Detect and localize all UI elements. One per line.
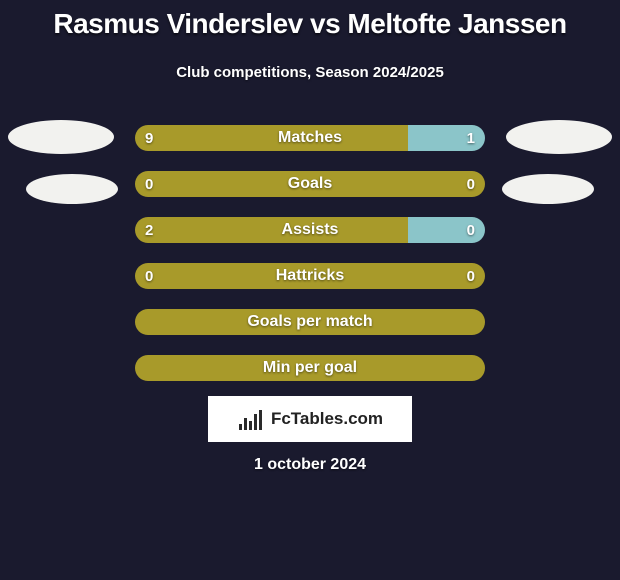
stat-bar-player2 — [408, 125, 485, 151]
stat-row: Goals per match — [135, 309, 485, 335]
stat-bar-player2 — [408, 217, 485, 243]
player2-avatar-placeholder — [506, 120, 612, 154]
stat-bar-player1 — [135, 125, 408, 151]
stat-row: Assists20 — [135, 217, 485, 243]
stat-row: Goals00 — [135, 171, 485, 197]
player1-avatar-placeholder — [8, 120, 114, 154]
stats-rows: Matches91 Goals00 Assists20 Hattricks00 Goal… — [135, 125, 485, 401]
stat-row: Min per goal — [135, 355, 485, 381]
stat-bar-player1 — [135, 355, 485, 381]
stat-row: Hattricks00 — [135, 263, 485, 289]
bar-chart-icon — [237, 408, 265, 430]
stat-bar-player1 — [135, 263, 485, 289]
date-label: 1 october 2024 — [0, 456, 620, 474]
stat-bar-player1 — [135, 217, 408, 243]
fctables-logo: FcTables.com — [208, 396, 412, 442]
comparison-card: Rasmus Vinderslev vs Meltofte Janssen Cl… — [0, 0, 620, 580]
stat-row: Matches91 — [135, 125, 485, 151]
stat-bar-player1 — [135, 171, 485, 197]
stat-bar-player1 — [135, 309, 485, 335]
player1-club-placeholder — [26, 174, 118, 204]
subtitle: Club competitions, Season 2024/2025 — [0, 64, 620, 81]
logo-text: FcTables.com — [271, 409, 383, 429]
page-title: Rasmus Vinderslev vs Meltofte Janssen — [0, 8, 620, 40]
player2-club-placeholder — [502, 174, 594, 204]
